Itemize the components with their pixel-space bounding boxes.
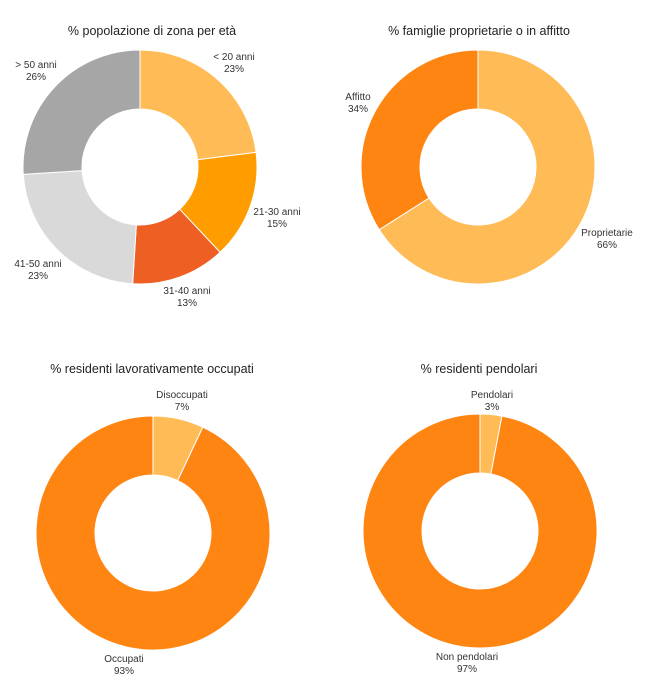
slice-label-value: 66%	[597, 240, 617, 251]
slice-label-value: 7%	[175, 402, 190, 413]
slice-label-value: 13%	[177, 298, 197, 309]
slice-label-value: 23%	[28, 271, 48, 282]
slice-label-pendolari: Pendolari 3%	[471, 390, 513, 413]
donut-chart-2: % famiglie proprietarie o in affitto Prop…	[345, 24, 633, 285]
slice-label-value: 34%	[348, 104, 368, 115]
slice-label-name: 31-40 anni	[163, 286, 210, 297]
slice-proprietarie[interactable]	[378, 49, 596, 285]
slice-label-20-anni: < 20 anni 23%	[213, 52, 254, 75]
slice-label-name: Occupati	[104, 654, 143, 665]
slice-label-name: 21-30 anni	[253, 207, 300, 218]
slice-label-proprietarie: Proprietarie 66%	[581, 228, 633, 251]
slice-label-31-40-anni: 31-40 anni 13%	[163, 286, 210, 309]
slice-label-name: Affitto	[345, 92, 371, 103]
chart-title: % residenti pendolari	[421, 362, 538, 376]
slice-label-name: < 20 anni	[213, 52, 254, 63]
slice-label-value: 97%	[457, 664, 477, 675]
slice-20-anni[interactable]	[139, 49, 257, 161]
slice-non-pendolari[interactable]	[362, 413, 598, 649]
donut-chart-4: % residenti pendolari Pendolari 3% Non pend…	[362, 362, 598, 675]
chart-title: % residenti lavorativamente occupati	[50, 362, 254, 376]
slice-label-non-pendolari: Non pendolari 97%	[436, 652, 498, 675]
slice-label-occupati: Occupati 93%	[104, 654, 143, 677]
donut-chart-1: % popolazione di zona per età< 20 anni 23…	[14, 24, 300, 309]
donut-chart-3: % residenti lavorativamente occupati Diso…	[35, 362, 271, 677]
slice-occupati[interactable]	[35, 415, 271, 651]
slice-affitto[interactable]	[360, 49, 479, 231]
slice-label-name: Proprietarie	[581, 228, 633, 239]
slice-label-50-anni: > 50 anni 26%	[15, 60, 56, 83]
slice-label-21-30-anni: 21-30 anni 15%	[253, 207, 300, 230]
slice-label-name: > 50 anni	[15, 60, 56, 71]
slice-pendolari[interactable]	[479, 413, 503, 475]
slice-label-name: 41-50 anni	[14, 259, 61, 270]
slice-label-value: 26%	[26, 72, 46, 83]
slice-label-affitto: Affitto 34%	[345, 92, 371, 115]
slice-label-name: Disoccupati	[156, 390, 208, 401]
slice-41-50-anni[interactable]	[22, 170, 137, 285]
slice-label-name: Pendolari	[471, 390, 513, 401]
slice-label-value: 93%	[114, 666, 134, 677]
chart-title: % famiglie proprietarie o in affitto	[388, 24, 570, 38]
slice-label-disoccupati: Disoccupati 7%	[156, 390, 208, 413]
slice-label-41-50-anni: 41-50 anni 23%	[14, 259, 61, 282]
chart-title: % popolazione di zona per età	[68, 24, 236, 38]
slice-31-40-anni[interactable]	[132, 208, 221, 285]
slice-21-30-anni[interactable]	[178, 151, 258, 253]
slice-label-value: 15%	[267, 219, 287, 230]
slice-disoccupati[interactable]	[152, 415, 204, 482]
slice-label-value: 3%	[485, 402, 500, 413]
slice-50-anni[interactable]	[22, 49, 141, 175]
slice-label-name: Non pendolari	[436, 652, 498, 663]
slice-label-value: 23%	[224, 64, 244, 75]
